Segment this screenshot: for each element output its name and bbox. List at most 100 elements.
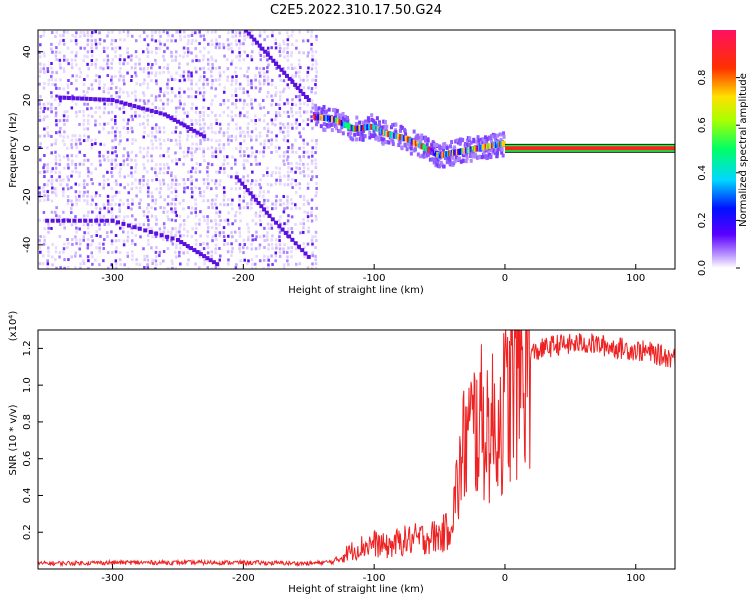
noise-cell: [170, 230, 173, 234]
noise-cell: [214, 198, 218, 202]
noise-cell: [182, 207, 185, 211]
noise-cell: [250, 182, 253, 186]
noise-cell: [263, 75, 266, 79]
noise-cell: [246, 202, 249, 206]
noise-cell: [262, 99, 265, 103]
noise-cell: [118, 95, 121, 99]
noise-cell: [54, 35, 57, 39]
noise-cell: [306, 186, 310, 190]
noise-cell: [315, 38, 318, 42]
noise-cell: [147, 62, 150, 66]
noise-cell: [254, 222, 258, 226]
noise-cell: [206, 242, 209, 246]
noise-cell: [279, 178, 282, 182]
noise-cell: [295, 118, 298, 122]
noise-cell: [214, 182, 217, 186]
noise-cell: [222, 235, 226, 239]
noise-cell: [227, 211, 230, 215]
noise-cell: [266, 66, 269, 70]
noise-streak-cell: [249, 34, 254, 39]
noise-cell: [67, 242, 70, 246]
noise-cell: [270, 242, 274, 246]
noise-cell: [274, 238, 278, 242]
noise-cell: [234, 70, 237, 74]
noise-cell: [143, 94, 146, 98]
noise-cell: [143, 266, 146, 269]
noise-cell: [286, 150, 289, 154]
noise-cell: [259, 58, 262, 62]
noise-cell: [203, 158, 206, 162]
noise-cell: [43, 235, 46, 239]
noise-cell: [270, 150, 273, 154]
noise-cell: [194, 150, 197, 154]
noise-cell: [239, 259, 242, 263]
noise-cell: [47, 179, 50, 183]
noise-cell: [246, 146, 249, 150]
noise-cell: [90, 142, 94, 146]
noise-cell: [270, 238, 274, 242]
noise-cell: [190, 51, 193, 55]
noise-cell: [115, 95, 118, 99]
noise-cell: [315, 190, 318, 194]
noise-cell: [202, 66, 206, 70]
noise-cell: [90, 178, 93, 182]
spectrogram-constant-line: [504, 143, 675, 153]
noise-cell: [291, 126, 294, 130]
noise-cell: [162, 171, 166, 175]
noise-cell: [190, 74, 193, 78]
noise-cell: [286, 54, 290, 58]
noise-cell: [263, 126, 266, 130]
noise-cell: [114, 138, 117, 142]
noise-cell: [198, 250, 202, 254]
noise-cell: [122, 243, 126, 247]
noise-cell: [263, 114, 266, 118]
noise-cell: [158, 130, 162, 134]
noise-cell: [239, 146, 242, 150]
noise-cell: [230, 110, 234, 114]
noise-streak-cell: [287, 234, 292, 239]
noise-cell: [146, 118, 149, 122]
noise-cell: [258, 246, 261, 250]
track-halo-cell: [327, 107, 331, 112]
noise-cell: [290, 167, 294, 171]
noise-cell: [118, 107, 122, 111]
noise-cell: [186, 234, 189, 238]
noise-cell: [266, 234, 269, 238]
noise-cell: [191, 227, 194, 231]
noise-cell: [186, 62, 190, 66]
track-halo-cell: [398, 128, 402, 133]
noise-cell: [63, 130, 66, 134]
noise-cell: [150, 214, 154, 218]
noise-cell: [302, 202, 306, 206]
noise-cell: [130, 207, 133, 211]
noise-cell: [179, 146, 182, 150]
noise-cell: [215, 194, 218, 198]
noise-streak-cell: [211, 260, 216, 265]
noise-cell: [154, 234, 158, 238]
noise-cell: [235, 239, 238, 243]
noise-streak-cell: [215, 262, 220, 267]
noise-cell: [59, 183, 62, 187]
noise-cell: [134, 62, 137, 66]
noise-cell: [166, 230, 170, 234]
noise-cell: [143, 38, 146, 42]
noise-cell: [275, 66, 278, 70]
noise-cell: [154, 198, 158, 202]
noise-cell: [62, 38, 65, 42]
noise-cell: [86, 174, 90, 178]
noise-cell: [203, 138, 206, 142]
noise-cell: [90, 54, 94, 58]
track-halo-cell: [394, 122, 398, 127]
noise-cell: [134, 94, 137, 98]
noise-cell: [271, 234, 274, 238]
noise-cell: [286, 110, 290, 114]
noise-cell: [310, 67, 314, 71]
noise-cell: [46, 166, 49, 170]
noise-cell: [307, 66, 310, 70]
noise-cell: [43, 183, 46, 187]
track-halo-cell: [436, 157, 440, 162]
noise-cell: [274, 146, 278, 150]
noise-cell: [142, 70, 145, 74]
noise-cell: [234, 66, 238, 70]
noise-cell: [98, 182, 101, 186]
